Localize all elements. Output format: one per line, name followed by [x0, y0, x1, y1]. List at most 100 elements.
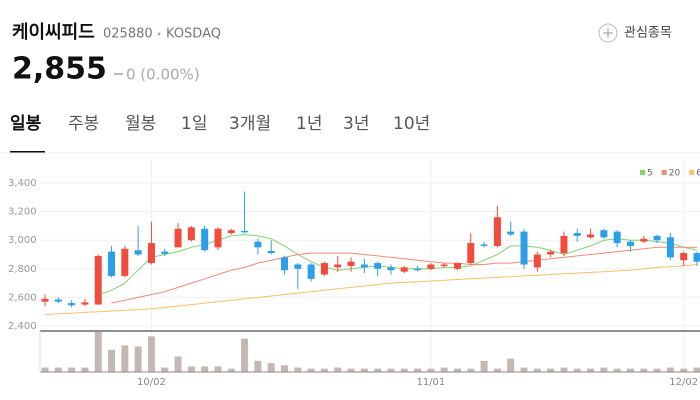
x-tick-label: 10/02 [137, 377, 166, 388]
candle-body [334, 264, 342, 268]
volume-bar [347, 368, 355, 372]
candle-body [560, 235, 568, 254]
candle-body [134, 250, 142, 255]
candle-body [680, 253, 688, 261]
y-tick-label: 2,600 [8, 292, 37, 303]
volume-bar [108, 349, 116, 372]
volume-bar [626, 368, 634, 372]
candle-body [467, 243, 475, 264]
candle-body [600, 230, 608, 238]
volume-bar [613, 368, 621, 372]
candle-body [453, 263, 461, 269]
volume-bar [493, 368, 501, 372]
tab[interactable]: 월봉 [125, 114, 156, 134]
tabs: 일봉 주봉 월봉 1일 3개월 1년 3년 10년 [10, 114, 430, 134]
volume-bar [467, 368, 475, 372]
candle-body [533, 254, 541, 268]
candle-body [427, 264, 435, 269]
volume-bar [68, 367, 76, 372]
volume-bar [653, 368, 661, 372]
candle-body [587, 234, 595, 238]
plus-circle[interactable] [598, 23, 618, 43]
volume-bar [573, 368, 581, 372]
candle-body [294, 264, 302, 269]
volume-bar [414, 368, 422, 372]
watch-label[interactable]: 관심종목 [624, 26, 672, 41]
tab[interactable]: 10년 [393, 114, 430, 134]
tab[interactable]: 3년 [343, 114, 369, 134]
volume-bar [560, 367, 568, 372]
volume-bar [294, 367, 302, 372]
candle-body [214, 228, 222, 248]
candle-body [187, 227, 195, 241]
volume-bar [174, 356, 182, 372]
tab[interactable]: 1년 [296, 114, 322, 134]
legend-swatch [640, 170, 645, 175]
volume-bar [94, 332, 102, 372]
candle-body [414, 268, 422, 271]
volume-bar [453, 368, 461, 372]
candle-body [227, 230, 235, 234]
stock-name: 케이씨피드 [12, 22, 95, 43]
price: 2,855 [12, 52, 107, 87]
volume-bar [693, 367, 700, 372]
tab[interactable]: 주봉 [68, 114, 99, 134]
moving-average-line [98, 233, 698, 295]
volume-bar [134, 346, 142, 372]
candle-body [573, 233, 581, 236]
volume-bar [241, 338, 249, 372]
plus-icon[interactable] [603, 28, 613, 38]
candle-body [626, 241, 634, 246]
volume-bar [187, 366, 195, 372]
volume-bar [640, 368, 648, 372]
volume-bar [54, 367, 62, 372]
y-tick-label: 3,400 [8, 178, 37, 189]
tab[interactable]: 3개월 [229, 114, 271, 134]
tab[interactable]: 1일 [181, 114, 207, 134]
separator-dot [157, 32, 161, 36]
price-change: 0 (0.00%) [126, 66, 200, 84]
volume-bar [320, 368, 328, 372]
y-tick-label: 2,400 [8, 321, 37, 332]
y-tick-label: 2,800 [8, 264, 37, 275]
volume-bar [507, 358, 515, 372]
watch-button[interactable]: 관심종목 [598, 23, 672, 43]
candle-body [480, 244, 488, 246]
candle-body [147, 243, 155, 264]
stock-code: 025880 [103, 27, 153, 42]
volume-bar [387, 368, 395, 372]
y-tick-label: 3,000 [8, 235, 37, 246]
candle-body [640, 238, 648, 242]
volume-bar [600, 367, 608, 372]
candle-body [94, 255, 102, 305]
candle-body [666, 237, 674, 258]
candle-body [400, 267, 408, 272]
volume-bar [400, 368, 408, 372]
candle-body [41, 298, 49, 302]
candle-body [267, 250, 275, 254]
candle-body [54, 299, 62, 302]
candle-body [121, 248, 129, 276]
moving-average-line [111, 246, 697, 304]
volume-bar [201, 366, 209, 372]
volume-bar [147, 336, 155, 372]
tab[interactable]: 일봉 [10, 114, 42, 134]
volume-bar [227, 368, 235, 372]
candle-body [374, 263, 382, 269]
volume-bar [587, 368, 595, 372]
volume-bar [334, 367, 342, 372]
volume-bar [440, 367, 448, 372]
volume-bar [214, 366, 222, 372]
volume-bar [267, 363, 275, 372]
volume-bar [121, 345, 129, 372]
candle-body [108, 251, 116, 276]
plot-background [0, 160, 700, 332]
legend-label: 60 [696, 169, 700, 179]
candle-body [307, 264, 315, 279]
candle-body [68, 303, 76, 306]
legend-swatch [689, 170, 695, 175]
volume-bar [360, 368, 368, 372]
x-tick-label: 12/02 [669, 377, 698, 388]
volume-bar [533, 368, 541, 372]
